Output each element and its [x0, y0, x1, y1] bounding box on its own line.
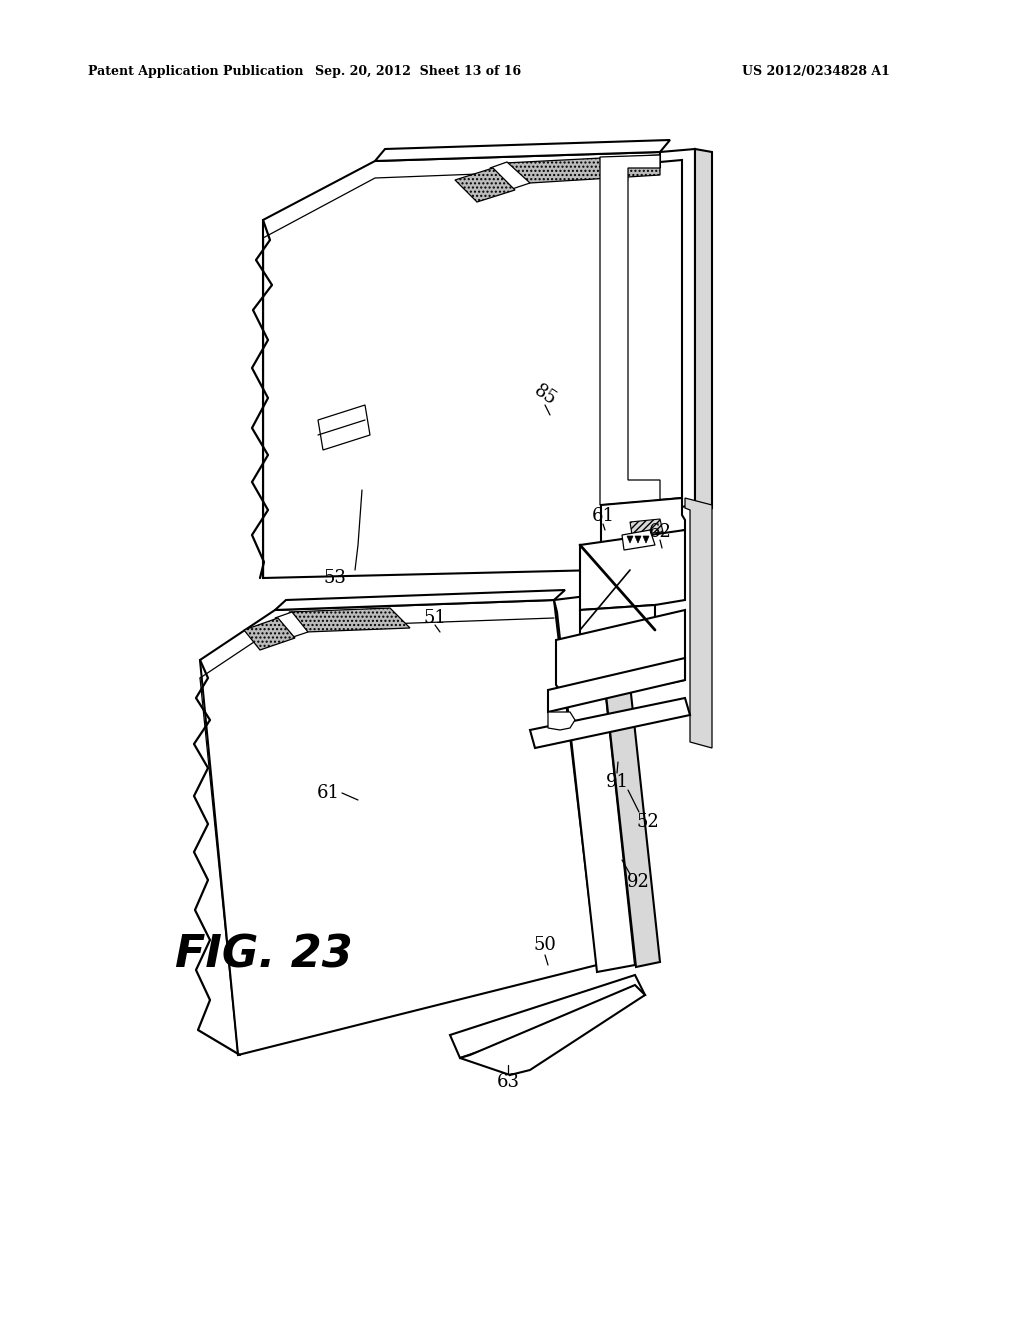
Polygon shape: [643, 536, 649, 543]
Text: FIG. 23: FIG. 23: [175, 933, 352, 977]
Polygon shape: [630, 519, 663, 535]
Polygon shape: [595, 591, 660, 968]
Polygon shape: [289, 609, 410, 632]
Polygon shape: [530, 698, 690, 748]
Polygon shape: [460, 985, 645, 1074]
Polygon shape: [548, 657, 685, 711]
Polygon shape: [554, 595, 635, 972]
Polygon shape: [548, 711, 575, 730]
Polygon shape: [601, 498, 685, 545]
Text: 61: 61: [592, 507, 614, 525]
Polygon shape: [660, 149, 695, 510]
Polygon shape: [490, 162, 530, 189]
Text: 63: 63: [497, 1073, 519, 1092]
Text: 85: 85: [530, 381, 559, 409]
Polygon shape: [580, 605, 655, 640]
Text: Sep. 20, 2012  Sheet 13 of 16: Sep. 20, 2012 Sheet 13 of 16: [315, 66, 521, 78]
Polygon shape: [622, 531, 655, 550]
Text: Patent Application Publication: Patent Application Publication: [88, 66, 303, 78]
Text: 91: 91: [605, 774, 629, 791]
Polygon shape: [627, 536, 633, 543]
Polygon shape: [556, 610, 685, 690]
Text: US 2012/0234828 A1: US 2012/0234828 A1: [742, 66, 890, 78]
Text: 61: 61: [316, 784, 340, 803]
Polygon shape: [450, 975, 645, 1059]
Polygon shape: [635, 536, 641, 543]
Text: 62: 62: [648, 523, 672, 541]
Polygon shape: [455, 168, 515, 202]
Polygon shape: [275, 590, 565, 610]
Polygon shape: [375, 140, 670, 161]
Text: 92: 92: [627, 873, 649, 891]
Polygon shape: [263, 152, 660, 578]
Polygon shape: [275, 612, 308, 638]
Polygon shape: [318, 405, 370, 450]
Polygon shape: [685, 498, 712, 748]
Polygon shape: [600, 154, 660, 506]
Text: 50: 50: [534, 936, 556, 954]
Polygon shape: [695, 149, 712, 508]
Polygon shape: [505, 154, 660, 183]
Polygon shape: [580, 531, 685, 610]
Polygon shape: [244, 618, 295, 649]
Text: 53: 53: [324, 569, 346, 587]
Text: 51: 51: [424, 609, 446, 627]
Text: 52: 52: [637, 813, 659, 832]
Polygon shape: [200, 601, 597, 1055]
